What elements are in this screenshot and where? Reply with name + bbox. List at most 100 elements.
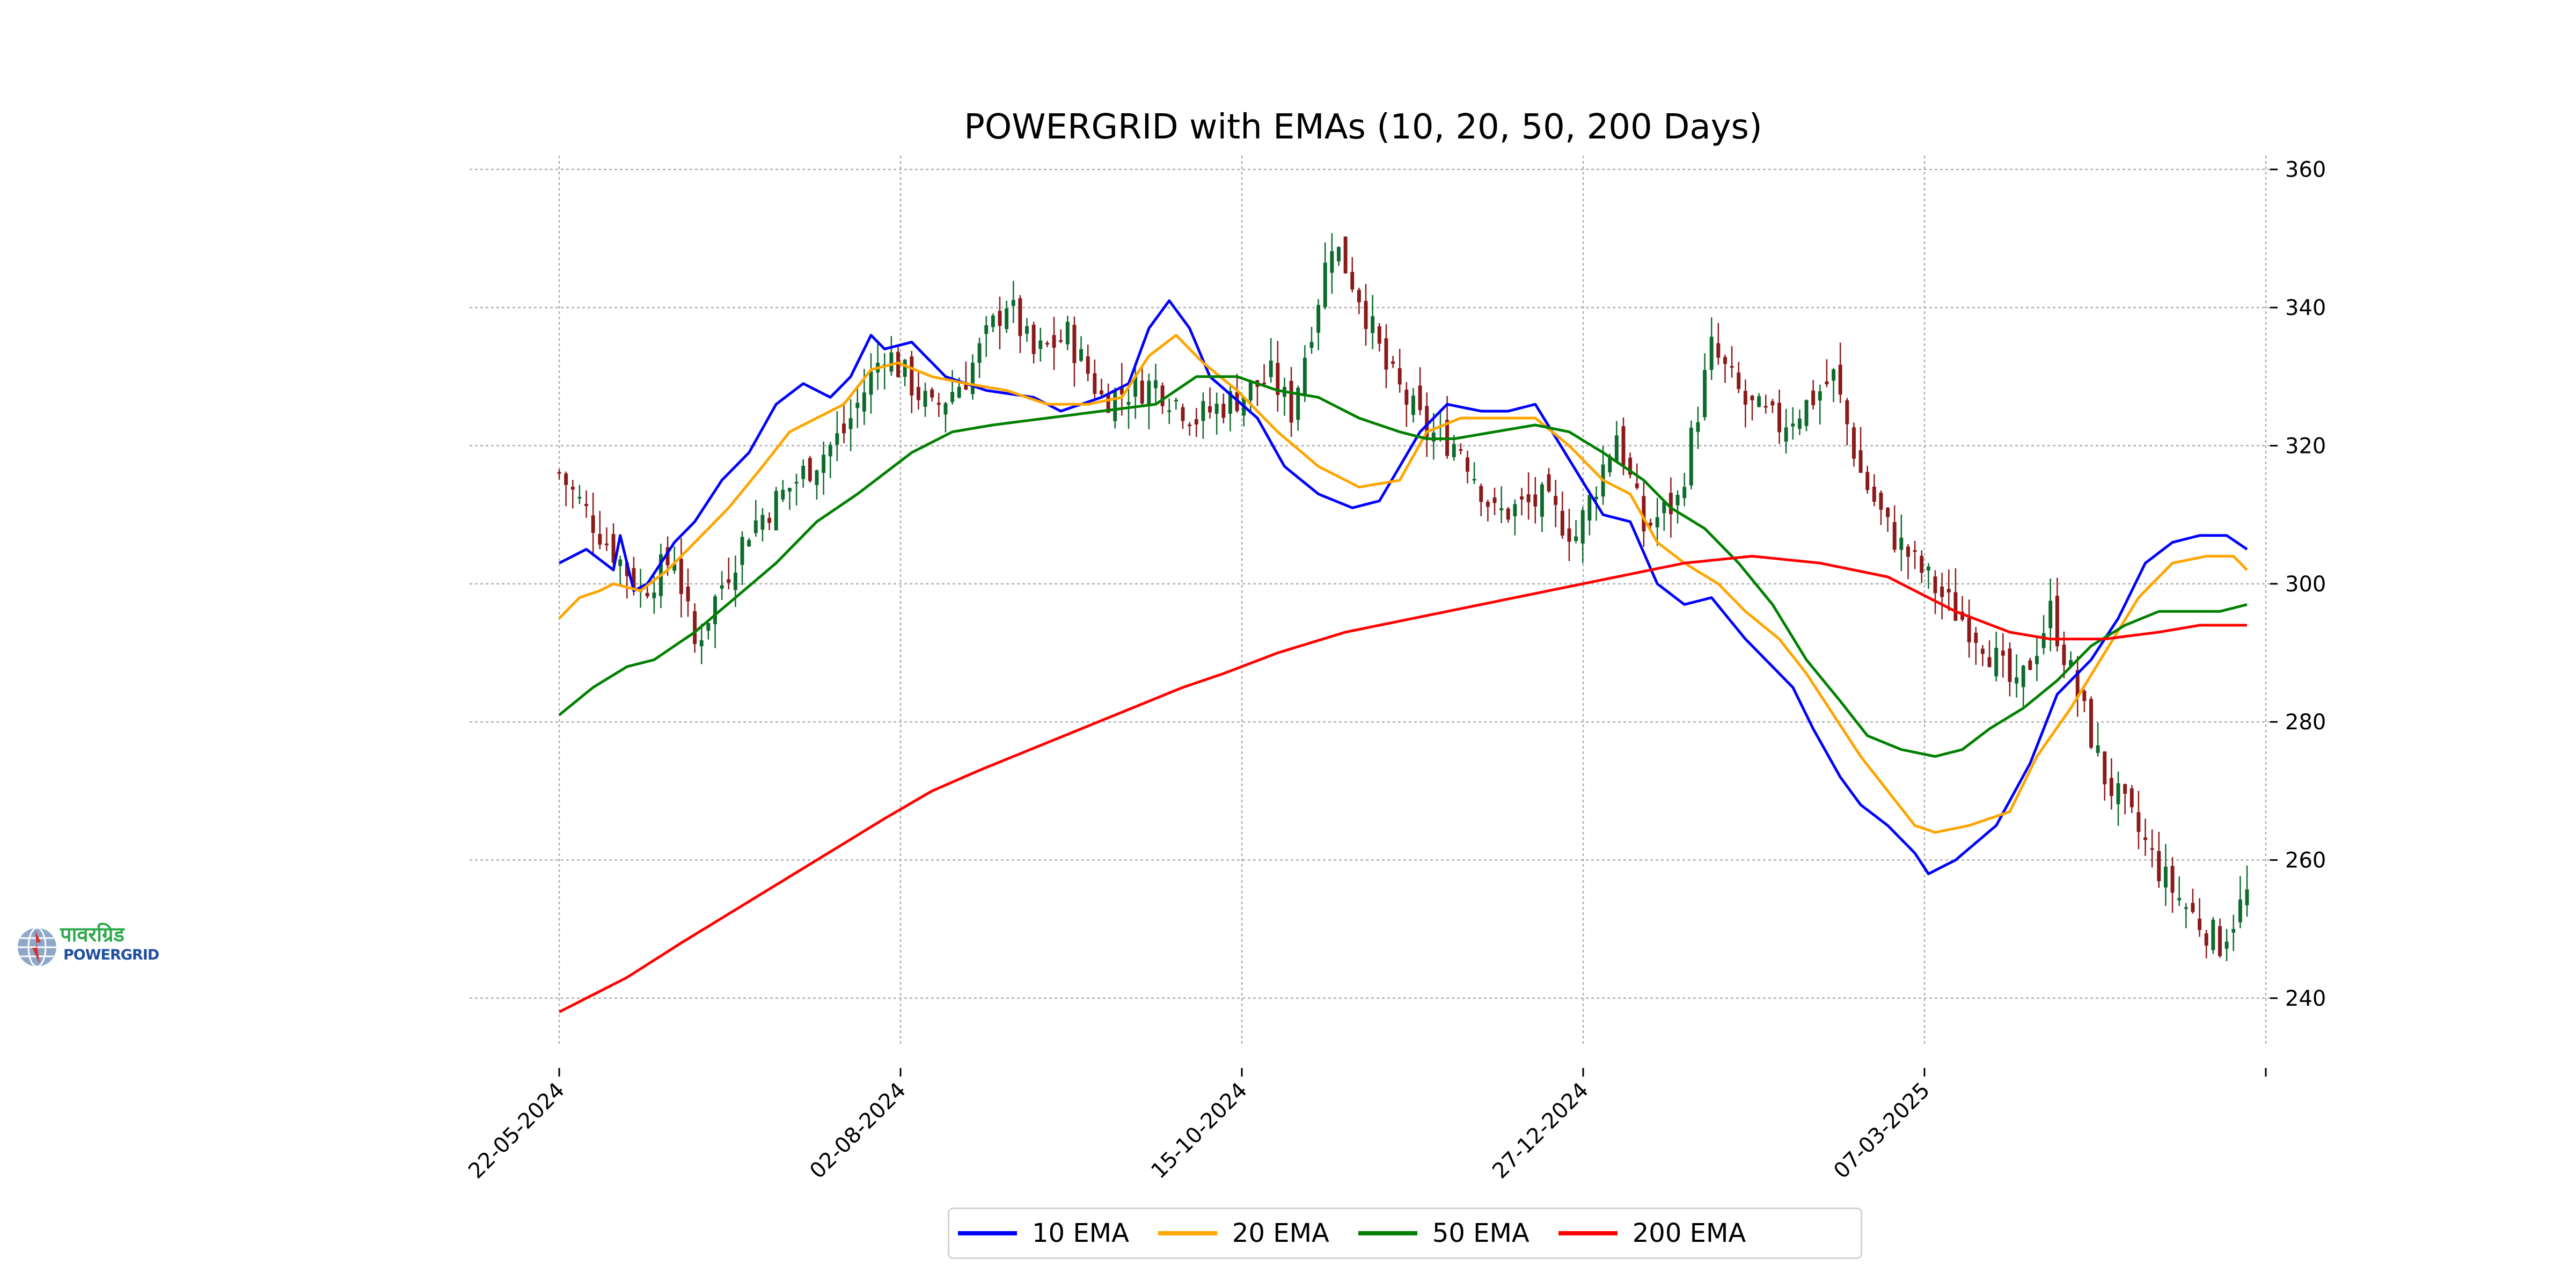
candle-body — [1872, 486, 1876, 502]
candle-body — [822, 455, 826, 473]
candle-body — [1540, 484, 1544, 517]
candle-body — [1167, 410, 1172, 412]
candle-body — [787, 488, 792, 492]
ema-lines — [558, 299, 2248, 1013]
candle-body — [2204, 933, 2208, 946]
candle-body — [774, 491, 778, 531]
ema-line-1 — [558, 334, 2248, 834]
candle-body — [2096, 745, 2100, 753]
candle-body — [1188, 425, 1192, 427]
candle-body — [2136, 812, 2141, 832]
candle-body — [1804, 400, 1809, 426]
candle-body — [1567, 528, 1571, 542]
candle-body — [1371, 316, 1375, 333]
candle-body — [2218, 926, 2222, 956]
candle-body — [1459, 449, 1463, 451]
candle-body — [1818, 391, 1822, 401]
candle-body — [964, 382, 968, 390]
candle-body — [2103, 751, 2107, 785]
candle-body — [1899, 537, 1904, 550]
candle-body — [1642, 496, 1646, 532]
candle-body — [1608, 456, 1612, 473]
candle-body — [2048, 601, 2053, 628]
candle-body — [1289, 380, 1293, 423]
candle-body — [1302, 357, 1307, 397]
candle-body — [1675, 495, 1680, 506]
candle-body — [1031, 325, 1036, 354]
candle-body — [1364, 301, 1368, 330]
candle-body — [1709, 336, 1714, 370]
candle-body — [801, 465, 806, 479]
candle-body — [1472, 479, 1476, 481]
candle-body — [1757, 396, 1761, 407]
candle-body — [923, 391, 927, 407]
legend-item-10-ema: 10 EMA — [958, 1218, 1129, 1248]
candle-body — [672, 564, 677, 571]
candle-body — [1791, 423, 1795, 427]
candle-body — [1140, 380, 1144, 404]
legend-swatch-10-ema — [958, 1231, 1017, 1235]
candle-body — [1262, 383, 1267, 385]
candle-body — [1574, 536, 1578, 541]
candle-body — [1770, 401, 1775, 406]
candle-body — [2028, 660, 2032, 670]
candle-body — [808, 458, 812, 481]
candle-body — [2163, 866, 2168, 888]
candle-body — [970, 362, 975, 394]
candle-body — [1547, 474, 1551, 492]
candle-body — [1703, 370, 1707, 418]
candle-body — [2143, 837, 2148, 840]
candle-body — [1052, 335, 1056, 348]
candle-body — [1696, 422, 1700, 432]
candle-body — [1079, 349, 1084, 361]
candle-body — [2062, 645, 2066, 665]
candle-body — [2041, 633, 2046, 648]
candle-body — [842, 423, 846, 434]
candle-body — [1005, 308, 1009, 330]
candle-body — [2224, 941, 2229, 949]
legend-swatch-200-ema — [1558, 1231, 1618, 1235]
candle-body — [1635, 483, 1639, 488]
candle-body — [1974, 632, 1978, 643]
candle-body — [2184, 907, 2188, 909]
candle-body — [618, 559, 623, 566]
candle-body — [2075, 670, 2080, 697]
candle-body — [1614, 435, 1619, 462]
candle-body — [1763, 406, 1768, 408]
candle-body — [1933, 576, 1937, 594]
candle-body — [1777, 402, 1781, 433]
candle-body — [1330, 251, 1334, 273]
candle-body — [2109, 778, 2113, 796]
candle-body — [1485, 501, 1490, 507]
candle-body — [1906, 546, 1910, 557]
candle-body — [984, 325, 989, 334]
candle-body — [1377, 326, 1381, 344]
candle-body — [1689, 427, 1693, 486]
candle-body — [916, 387, 920, 400]
candle-body — [760, 515, 765, 530]
candle-body — [1737, 372, 1741, 389]
y-tick-label: 240 — [2285, 986, 2326, 1011]
candle-body — [686, 586, 690, 602]
candle-body — [1662, 501, 1666, 514]
candle-body — [693, 611, 697, 645]
candle-body — [720, 585, 724, 589]
candle-body — [1886, 508, 1890, 517]
candle-body — [1560, 510, 1564, 536]
candle-body — [753, 520, 758, 533]
candle-body — [1953, 592, 1958, 621]
candlesticks — [557, 233, 2249, 961]
x-tick-label: 02-08-2024 — [805, 1078, 911, 1184]
candle-body — [2157, 851, 2161, 882]
candle-body — [1221, 404, 1226, 418]
candle-body — [2021, 665, 2025, 687]
candle-body — [1655, 517, 1659, 528]
candle-body — [2191, 903, 2195, 912]
candle-body — [794, 481, 799, 484]
candle-body — [1337, 247, 1341, 261]
candle-body — [1628, 457, 1633, 475]
candle-body — [2001, 650, 2005, 656]
candle-body — [1201, 401, 1205, 421]
candle-body — [1533, 494, 1538, 507]
candle-body — [665, 547, 670, 566]
